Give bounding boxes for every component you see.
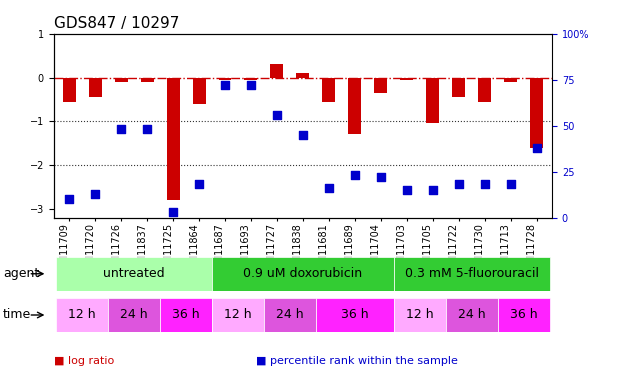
Point <box>90 190 100 196</box>
Text: time: time <box>3 309 32 321</box>
Point <box>480 182 490 188</box>
Text: 36 h: 36 h <box>172 309 200 321</box>
Text: 12 h: 12 h <box>224 309 252 321</box>
Bar <box>394 257 550 291</box>
Bar <box>141 78 153 82</box>
Point <box>116 126 126 132</box>
Point <box>64 196 74 202</box>
Bar <box>160 298 212 332</box>
Bar <box>297 73 309 78</box>
Bar <box>271 64 283 78</box>
Point <box>220 82 230 88</box>
Bar <box>322 78 335 102</box>
Text: ■ log ratio: ■ log ratio <box>54 356 114 366</box>
Bar <box>452 78 465 97</box>
Bar <box>89 78 102 97</box>
Text: 36 h: 36 h <box>510 309 538 321</box>
Bar <box>192 78 206 104</box>
Bar <box>394 298 445 332</box>
Text: 0.3 mM 5-fluorouracil: 0.3 mM 5-fluorouracil <box>404 267 539 280</box>
Text: untreated: untreated <box>103 267 165 280</box>
Point <box>350 172 360 178</box>
Bar <box>212 257 394 291</box>
Point <box>168 209 178 215</box>
Bar <box>445 298 498 332</box>
Bar <box>400 78 413 80</box>
Point <box>246 82 256 88</box>
Bar <box>115 78 127 82</box>
Bar <box>498 298 550 332</box>
Text: 0.9 uM doxorubicin: 0.9 uM doxorubicin <box>244 267 362 280</box>
Bar <box>212 298 264 332</box>
Point <box>428 187 438 193</box>
Bar <box>264 298 316 332</box>
Bar <box>348 78 362 134</box>
Bar <box>530 78 543 147</box>
Bar <box>56 298 108 332</box>
Bar <box>56 257 212 291</box>
Point <box>298 132 308 138</box>
Text: 24 h: 24 h <box>458 309 485 321</box>
Bar <box>504 78 517 82</box>
Text: GDS847 / 10297: GDS847 / 10297 <box>54 16 179 31</box>
Bar <box>218 78 232 80</box>
Text: 36 h: 36 h <box>341 309 369 321</box>
Text: 24 h: 24 h <box>276 309 304 321</box>
Point <box>505 182 516 188</box>
Point <box>272 112 282 118</box>
Bar <box>167 78 180 200</box>
Text: 24 h: 24 h <box>121 309 148 321</box>
Point <box>454 182 464 188</box>
Bar <box>374 78 387 93</box>
Text: 12 h: 12 h <box>406 309 433 321</box>
Text: ■ percentile rank within the sample: ■ percentile rank within the sample <box>256 356 457 366</box>
Bar <box>62 78 76 102</box>
Bar <box>108 298 160 332</box>
Point <box>531 145 541 151</box>
Point <box>375 174 386 180</box>
Point <box>194 182 204 188</box>
Text: 12 h: 12 h <box>68 309 96 321</box>
Bar <box>244 78 257 80</box>
Bar <box>316 298 394 332</box>
Point <box>142 126 152 132</box>
Point <box>324 185 334 191</box>
Bar <box>478 78 491 102</box>
Bar <box>426 78 439 123</box>
Point <box>402 187 412 193</box>
Text: agent: agent <box>3 267 39 280</box>
